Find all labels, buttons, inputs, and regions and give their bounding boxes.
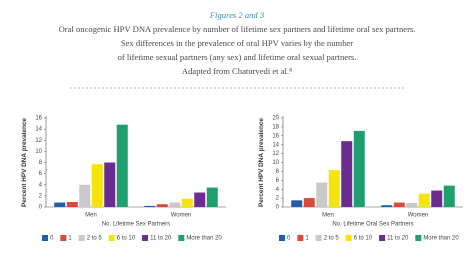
y-tick-label: 20 (272, 116, 279, 122)
bar (406, 202, 418, 207)
legend-label: 6 to 10 (354, 236, 373, 242)
bar (54, 202, 66, 207)
x-tick-label: Men (322, 213, 334, 219)
legend-label: More than 20 (186, 236, 222, 242)
legend-swatch (297, 235, 304, 241)
x-tick-label: Men (85, 213, 97, 219)
bar (66, 201, 78, 207)
bar (91, 164, 103, 207)
y-tick-label: 6 (39, 171, 43, 177)
y-tick-label: 0 (276, 205, 280, 211)
bar (291, 200, 303, 207)
bar (116, 124, 128, 207)
y-tick-label: 10 (272, 160, 279, 166)
y-tick-label: 2 (39, 193, 43, 199)
bar (393, 202, 405, 207)
y-tick-label: 4 (39, 182, 43, 188)
bar (418, 193, 430, 207)
y-tick-label: 12 (35, 138, 42, 144)
legend-swatch (142, 235, 149, 241)
y-tick-label: 16 (272, 133, 279, 139)
x-tick-label: Women (408, 213, 429, 219)
x-tick-label: Women (171, 213, 192, 219)
legend-label: 2 to 5 (87, 236, 103, 242)
bar (381, 205, 393, 207)
legend-label: 11 to 20 (150, 236, 172, 242)
legend-label: 0 (287, 236, 291, 242)
caption-line: Sex differences in the prevalence of ora… (121, 38, 353, 48)
legend-swatch (108, 235, 115, 241)
legend-swatch (42, 235, 48, 241)
legend-label: 1 (68, 236, 72, 242)
y-tick-label: 4 (276, 187, 280, 193)
y-tick-label: 8 (39, 160, 43, 166)
bar (341, 141, 353, 207)
bar (169, 202, 181, 207)
y-tick-label: 6 (276, 178, 280, 184)
bar (181, 198, 193, 207)
y-tick-label: 12 (272, 151, 279, 157)
legend-label: 2 to 5 (324, 236, 340, 242)
y-tick-label: 8 (276, 169, 280, 175)
bar (431, 190, 443, 207)
bar (194, 192, 206, 207)
legend-label: More than 20 (423, 236, 459, 242)
y-tick-label: 18 (272, 124, 279, 130)
legend-swatch (379, 235, 386, 241)
bar (104, 162, 116, 207)
y-axis-label: Percent HPV DNA prevalence (258, 118, 265, 207)
legend-label: 11 to 20 (387, 236, 409, 242)
bar (443, 185, 455, 207)
legend-swatch (78, 235, 85, 241)
caption-line: Oral oncogenic HPV DNA prevalence by num… (59, 24, 416, 34)
legend-swatch (345, 235, 352, 241)
bar (144, 205, 156, 207)
legend-label: 0 (50, 236, 54, 242)
x-axis-label: No. Lifetime Oral Sex Partners (332, 222, 413, 228)
y-tick-label: 0 (39, 205, 43, 211)
bar (353, 130, 365, 207)
y-tick-label: 2 (276, 196, 280, 202)
caption-line: Adapted from Chaturvedi et al.⁸ (182, 66, 292, 76)
legend-swatch (60, 235, 67, 241)
bar (156, 204, 168, 207)
legend-swatch (279, 235, 285, 241)
bar (316, 182, 328, 207)
y-tick-label: 14 (35, 127, 42, 133)
y-tick-label: 16 (35, 116, 42, 122)
bar (206, 187, 218, 207)
y-tick-label: 14 (272, 142, 279, 148)
bar (79, 184, 91, 207)
y-axis-label: Percent HPV DNA prevalence (21, 118, 28, 207)
legend-swatch (415, 235, 422, 241)
bar (303, 198, 315, 207)
x-axis-label: No. Lifetime Sex Partners (102, 222, 170, 228)
y-tick-label: 10 (35, 149, 42, 155)
legend-swatch (315, 235, 322, 241)
caption-line: of lifetime sexual partners (any sex) an… (118, 52, 357, 62)
legend-swatch (178, 235, 185, 241)
figure-title: Figures 2 and 3 (209, 10, 264, 20)
legend-label: 6 to 10 (117, 236, 136, 242)
bar (328, 170, 340, 207)
legend-label: 1 (305, 236, 309, 242)
